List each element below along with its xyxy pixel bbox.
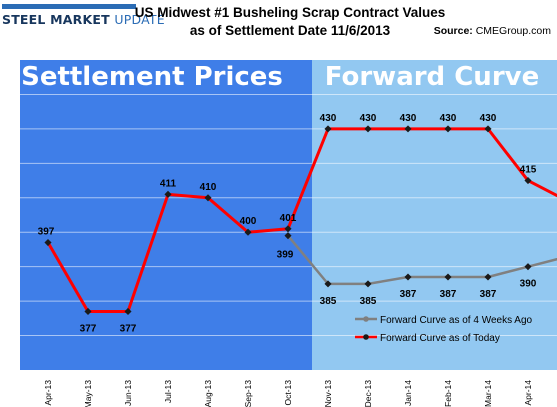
data-point-marker xyxy=(84,307,92,315)
x-tick-label: Oct-13 xyxy=(283,380,293,406)
data-point-marker xyxy=(244,228,252,236)
data-label: 390 xyxy=(520,279,537,290)
logo-word-steel: STEEL xyxy=(2,12,46,27)
data-point-marker xyxy=(404,273,412,281)
data-label: 430 xyxy=(360,113,377,124)
data-point-marker xyxy=(404,125,412,133)
x-tick-label: Jun-13 xyxy=(123,380,133,406)
chart-title-line2: as of Settlement Date 11/6/2013 xyxy=(189,23,391,38)
data-point-marker xyxy=(524,263,532,271)
data-point-marker xyxy=(284,225,292,233)
logo-bar xyxy=(2,4,136,9)
data-point-marker xyxy=(524,177,532,185)
data-point-marker xyxy=(484,273,492,281)
data-point-marker xyxy=(444,125,452,133)
steel-market-update-logo: STEEL MARKET UPDATE xyxy=(2,12,165,28)
data-point-marker xyxy=(364,280,372,288)
settlement-prices-label: Settlement Prices xyxy=(21,62,283,92)
data-label: 400 xyxy=(240,216,257,227)
forward-curve-label: Forward Curve xyxy=(325,62,539,92)
data-label: 387 xyxy=(440,289,457,300)
data-point-marker xyxy=(164,190,172,198)
line-forward-curve-4-weeks-ago xyxy=(287,234,557,286)
x-tick-label: Nov-13 xyxy=(323,380,333,407)
data-label: 401 xyxy=(280,213,297,224)
x-tick-label: Apr-14 xyxy=(523,380,533,406)
x-tick-label: Mar-14 xyxy=(483,380,493,407)
data-point-marker xyxy=(284,232,292,240)
source-label: Source: xyxy=(433,25,473,37)
data-label: 430 xyxy=(480,113,497,124)
data-point-marker xyxy=(204,194,212,202)
data-label: 411 xyxy=(160,178,177,189)
x-tick-label: Feb-14 xyxy=(443,380,453,407)
data-label: 397 xyxy=(38,227,55,238)
forward-region-background xyxy=(312,60,557,370)
data-point-marker xyxy=(324,280,332,288)
data-point-marker xyxy=(484,125,492,133)
data-label: 385 xyxy=(360,296,377,307)
data-point-marker xyxy=(364,125,372,133)
data-point-marker xyxy=(324,125,332,133)
chart-legend: Forward Curve as of 4 Weeks Ago Forward … xyxy=(355,315,533,344)
x-tick-label: May-13 xyxy=(83,380,93,407)
logo-word-market: MARKET xyxy=(50,12,110,27)
data-label: 430 xyxy=(400,113,417,124)
x-tick-label: Sep-13 xyxy=(243,380,253,407)
x-tick-label: Dec-13 xyxy=(363,380,373,407)
legend-marker-today xyxy=(363,334,369,340)
data-label: 385 xyxy=(320,296,337,307)
data-label: 415 xyxy=(520,165,537,176)
data-label: 377 xyxy=(120,323,137,334)
source-credit: Source: CMEGroup.com xyxy=(434,25,551,37)
data-label: 399 xyxy=(277,250,294,261)
data-label: 430 xyxy=(440,113,457,124)
chart-series: 399 385 385 387 387 387 390 397 377 377 411 410 400 4… xyxy=(38,113,557,334)
x-tick-label: Jan-14 xyxy=(403,380,413,406)
data-label: 410 xyxy=(200,182,217,193)
source-value: CMEGroup.com xyxy=(475,25,551,37)
data-label: 387 xyxy=(400,289,417,300)
legend-marker-4-weeks-ago xyxy=(363,316,369,322)
x-tick-label: Aug-13 xyxy=(203,380,213,407)
chart-title-line1: US Midwest #1 Busheling Scrap Contract V… xyxy=(134,5,446,20)
line-forward-curve-today xyxy=(46,127,557,313)
settlement-region-background xyxy=(20,60,312,370)
data-label: 387 xyxy=(480,289,497,300)
data-point-marker xyxy=(444,273,452,281)
data-label: 430 xyxy=(320,113,337,124)
data-point-marker xyxy=(124,307,132,315)
x-axis-tick-labels: Apr-13 May-13 Jun-13 Jul-13 Aug-13 Sep-13 Oct-… xyxy=(43,380,533,407)
logo-word-update: UPDATE xyxy=(114,12,165,27)
x-tick-label: Apr-13 xyxy=(43,380,53,406)
legend-label-today: Forward Curve as of Today xyxy=(380,333,500,344)
x-tick-label: Jul-13 xyxy=(163,380,173,403)
data-point-marker xyxy=(44,239,52,247)
legend-label-4-weeks-ago: Forward Curve as of 4 Weeks Ago xyxy=(380,315,533,326)
data-label: 377 xyxy=(80,323,97,334)
